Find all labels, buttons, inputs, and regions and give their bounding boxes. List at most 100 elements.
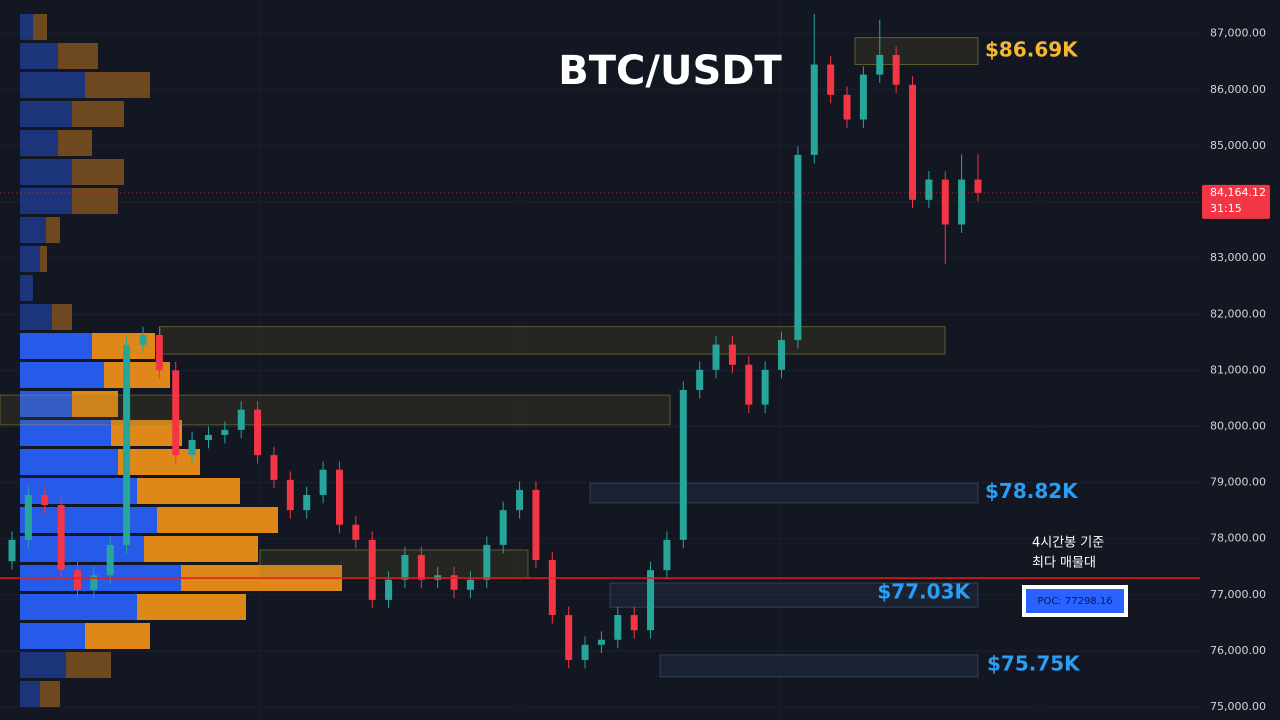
candle-body bbox=[450, 575, 458, 590]
volume-sell bbox=[40, 681, 60, 707]
volume-buy bbox=[20, 652, 66, 678]
volume-sell bbox=[72, 101, 124, 127]
candle-body bbox=[270, 455, 278, 480]
y-tick-label: 81,000.00 bbox=[1210, 363, 1266, 376]
volume-sell bbox=[66, 652, 111, 678]
y-tick-label: 77,000.00 bbox=[1210, 588, 1266, 601]
candle-body bbox=[221, 429, 229, 435]
candle-body bbox=[516, 489, 524, 511]
candle-body bbox=[483, 544, 491, 580]
candle-body bbox=[892, 54, 900, 85]
volume-sell bbox=[157, 507, 278, 533]
candle-body bbox=[630, 615, 638, 631]
zone-label: $78.82K bbox=[985, 479, 1079, 503]
candle-body bbox=[401, 555, 409, 580]
candle-body bbox=[41, 494, 49, 506]
candle-body bbox=[941, 179, 949, 225]
candle-body bbox=[335, 469, 343, 525]
volume-buy bbox=[20, 188, 72, 214]
candle-body bbox=[548, 560, 556, 616]
volume-buy bbox=[20, 246, 40, 272]
y-tick-label: 87,000.00 bbox=[1210, 27, 1266, 40]
last-price-tag bbox=[1202, 184, 1270, 219]
candle-body bbox=[925, 179, 933, 200]
zone-label: $86.69K bbox=[985, 38, 1079, 62]
candle-body bbox=[237, 409, 245, 430]
candle-body bbox=[827, 64, 835, 95]
price-zone bbox=[659, 654, 979, 678]
candle-body bbox=[155, 335, 163, 371]
candle-body bbox=[24, 494, 32, 540]
poc-label: POC: 77298.16 bbox=[1037, 596, 1112, 607]
candle-body bbox=[745, 364, 753, 405]
countdown: 31:15 bbox=[1210, 202, 1242, 215]
volume-buy bbox=[20, 130, 58, 156]
volume-sell bbox=[72, 188, 118, 214]
candle-body bbox=[778, 340, 786, 370]
candle-body bbox=[139, 335, 147, 345]
volume-buy bbox=[20, 101, 72, 127]
candle-body bbox=[958, 179, 966, 225]
volume-sell bbox=[58, 43, 98, 69]
candle-body bbox=[581, 644, 589, 660]
volume-buy bbox=[20, 507, 157, 533]
annotation: 4시간봉 기준 bbox=[1032, 536, 1104, 551]
price-zone bbox=[0, 394, 671, 426]
y-tick-label: 78,000.00 bbox=[1210, 532, 1266, 545]
volume-buy bbox=[20, 594, 137, 620]
candle-body bbox=[417, 555, 425, 580]
y-tick-label: 85,000.00 bbox=[1210, 139, 1266, 152]
volume-sell bbox=[85, 623, 150, 649]
volume-buy bbox=[20, 217, 46, 243]
volume-sell bbox=[58, 130, 92, 156]
annotation: 최다 매물대 bbox=[1032, 556, 1096, 571]
candle-body bbox=[597, 639, 605, 645]
candle-body bbox=[499, 510, 507, 545]
candle-body bbox=[319, 469, 327, 495]
candle-body bbox=[172, 370, 180, 456]
y-tick-label: 86,000.00 bbox=[1210, 83, 1266, 96]
volume-buy bbox=[20, 304, 52, 330]
candle-body bbox=[286, 479, 294, 511]
volume-buy bbox=[20, 43, 58, 69]
volume-sell bbox=[72, 159, 124, 185]
volume-sell bbox=[33, 14, 47, 40]
volume-buy bbox=[20, 681, 40, 707]
candle-body bbox=[876, 54, 884, 75]
volume-buy bbox=[20, 333, 92, 359]
candle-body bbox=[8, 539, 16, 562]
candle-body bbox=[712, 344, 720, 370]
candle-body bbox=[204, 434, 212, 440]
price-zone bbox=[609, 582, 979, 608]
candle-body bbox=[532, 489, 540, 561]
volume-sell bbox=[118, 449, 200, 475]
candle-body bbox=[728, 344, 736, 365]
poc-box bbox=[1026, 589, 1124, 613]
chart-title: BTC/USDT bbox=[558, 48, 782, 94]
volume-sell bbox=[40, 246, 47, 272]
candle-body bbox=[843, 94, 851, 120]
volume-sell bbox=[85, 72, 150, 98]
price-zone bbox=[159, 326, 946, 355]
y-tick-label: 83,000.00 bbox=[1210, 251, 1266, 264]
candle-body bbox=[696, 369, 704, 391]
candle-body bbox=[663, 539, 671, 571]
candle-body bbox=[106, 544, 114, 576]
volume-buy bbox=[20, 159, 72, 185]
candle-body bbox=[859, 74, 867, 120]
candle-body bbox=[368, 539, 376, 600]
candle-body bbox=[123, 344, 131, 545]
volume-sell bbox=[46, 217, 60, 243]
volume-buy bbox=[20, 478, 137, 504]
candle-body bbox=[466, 579, 474, 590]
candle-body bbox=[761, 369, 769, 405]
volume-buy bbox=[20, 362, 104, 388]
volume-buy bbox=[20, 275, 33, 301]
candle-body bbox=[679, 390, 687, 540]
candle-body bbox=[614, 615, 622, 640]
volume-buy bbox=[20, 72, 85, 98]
volume-buy bbox=[20, 449, 118, 475]
price-zone bbox=[854, 37, 979, 66]
candle-body bbox=[57, 505, 65, 571]
